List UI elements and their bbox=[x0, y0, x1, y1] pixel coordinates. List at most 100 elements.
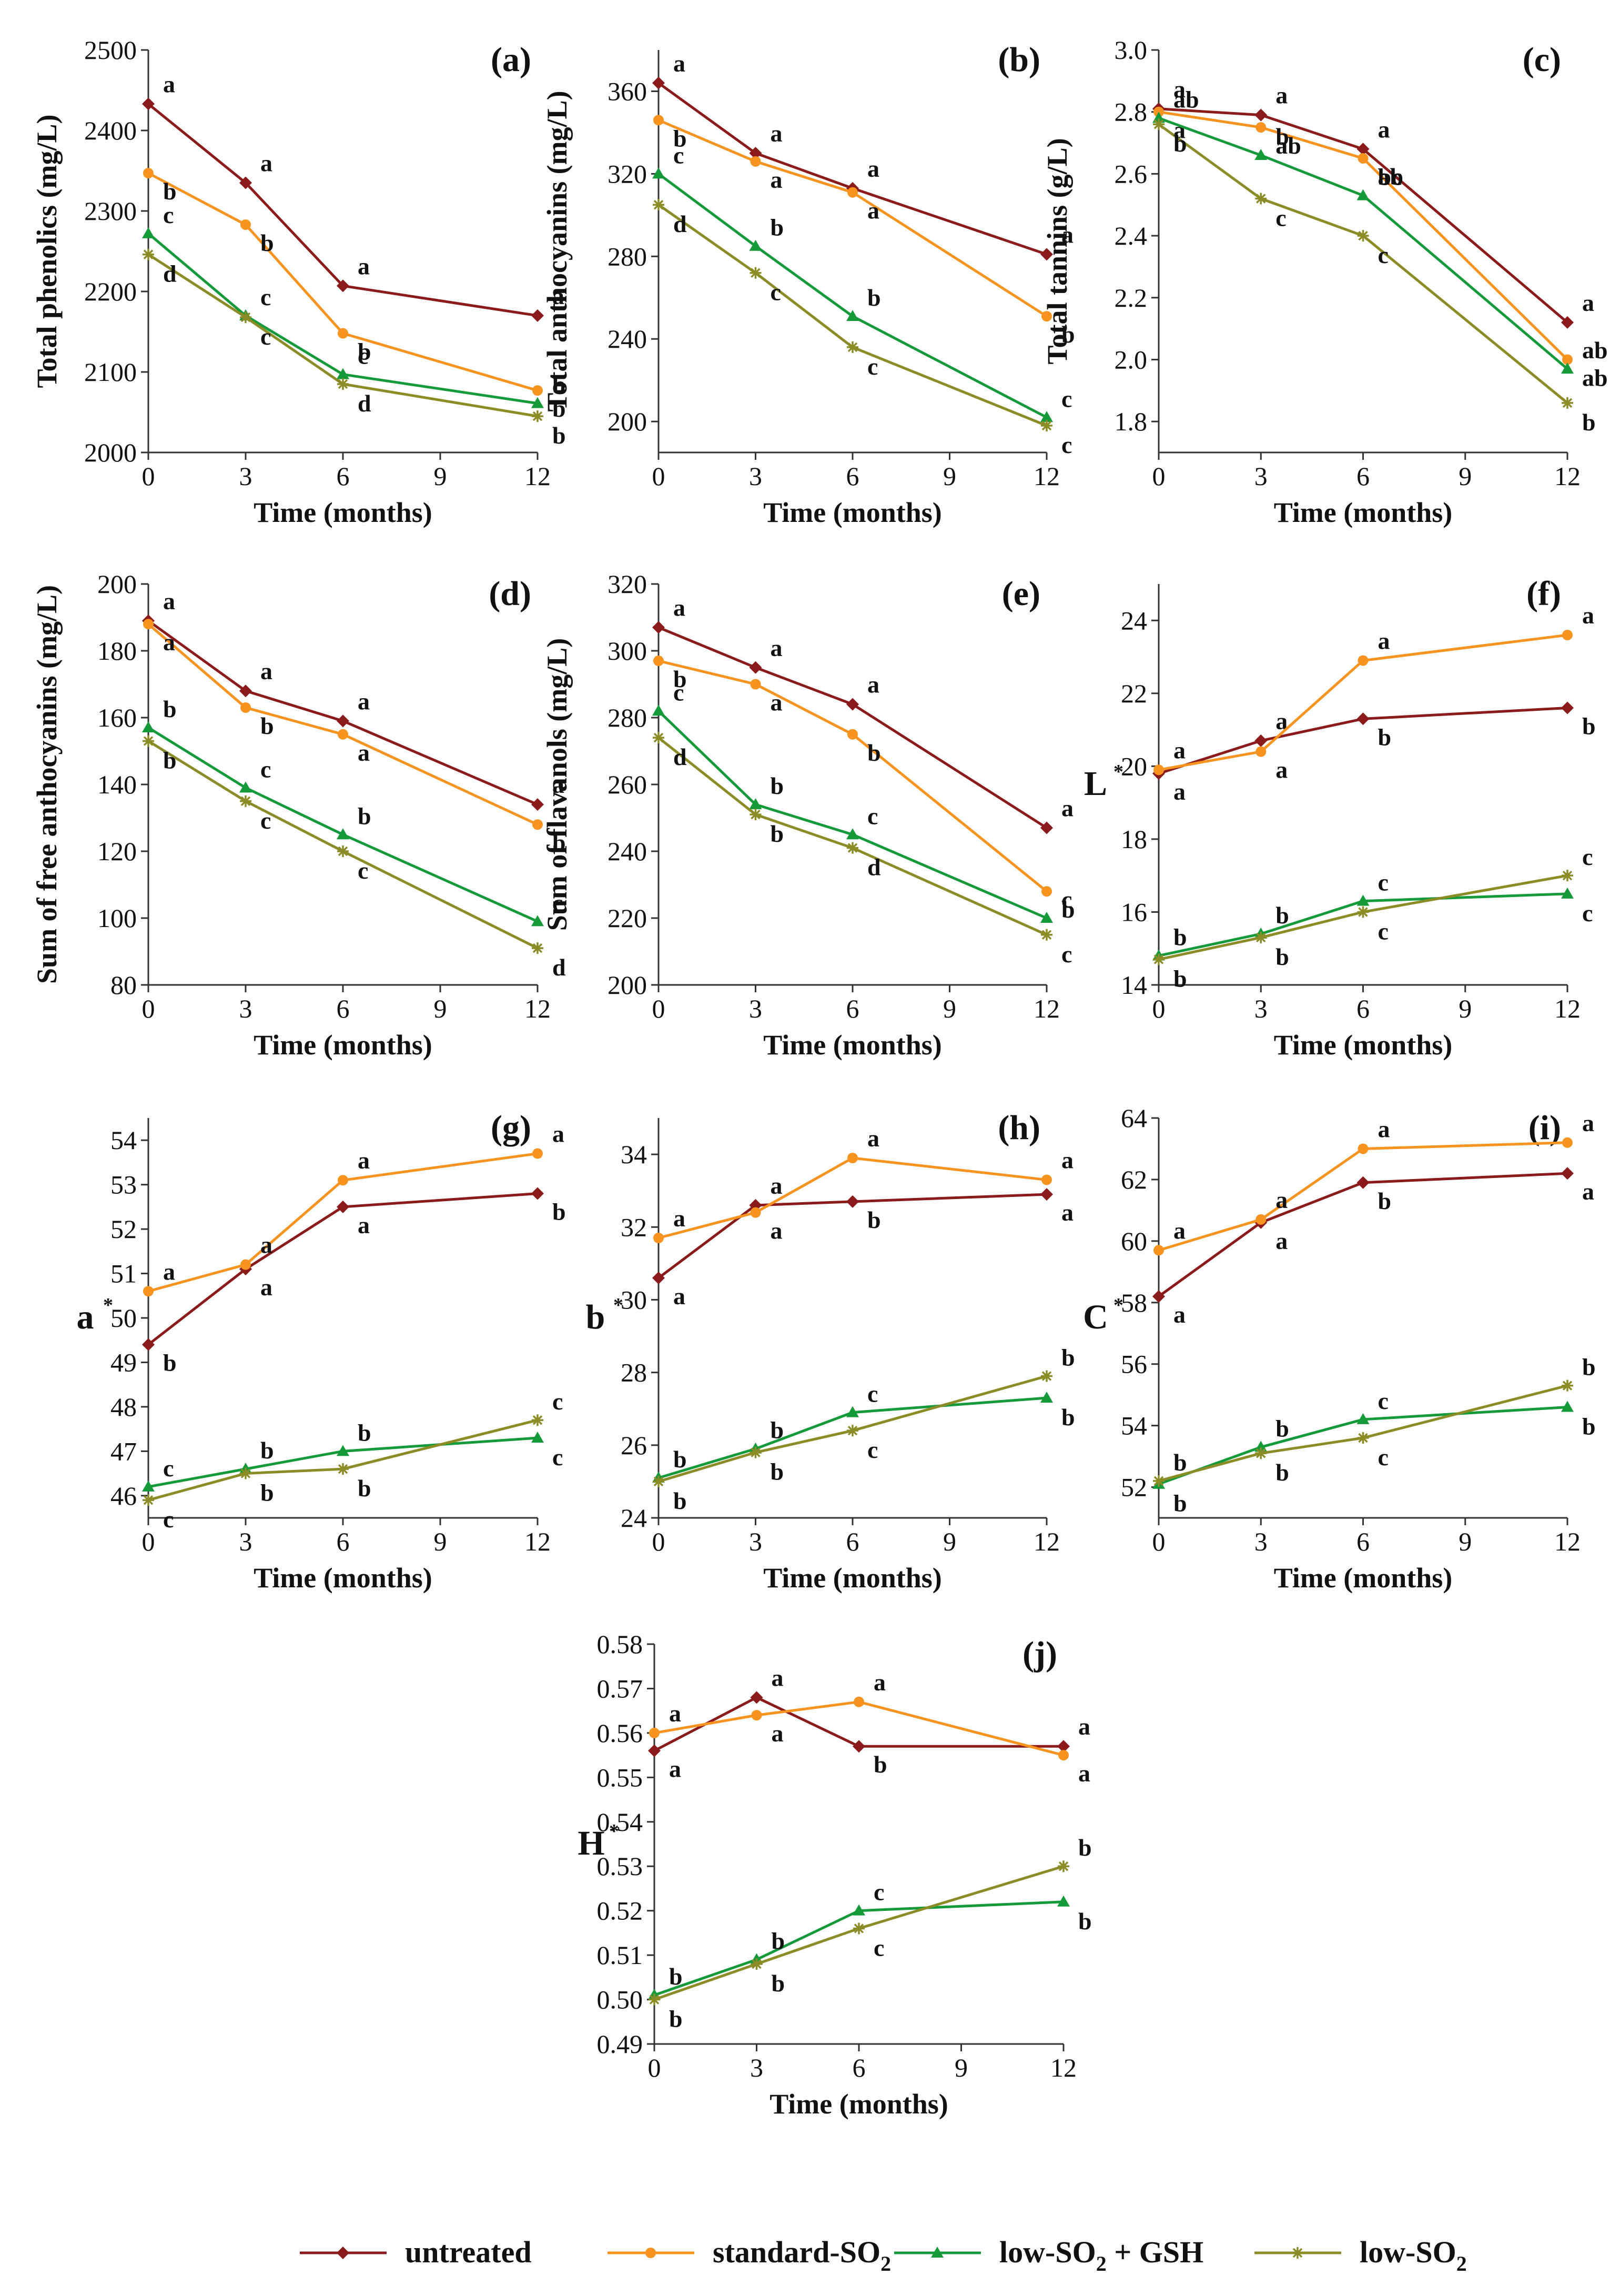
y-axis-label: Sum of flavanols (mg/L) bbox=[541, 638, 573, 931]
significance-letter: a bbox=[1275, 708, 1288, 734]
series-line bbox=[658, 1375, 1047, 1483]
x-tick-label: 6 bbox=[853, 2053, 866, 2082]
significance-letter: a bbox=[1275, 1186, 1288, 1213]
series-line bbox=[658, 1396, 1047, 1479]
legend-label: low-SO2 + GSH bbox=[999, 2235, 1203, 2275]
legend-label: untreated bbox=[405, 2235, 532, 2269]
significance-letter: a bbox=[1061, 221, 1074, 248]
data-point bbox=[1358, 1143, 1369, 1154]
data-point bbox=[750, 267, 762, 279]
significance-letter: ab bbox=[1275, 132, 1301, 159]
significance-letter: b bbox=[867, 1206, 881, 1233]
significance-letter: a bbox=[260, 1274, 272, 1301]
y-tick-label: 14 bbox=[1121, 970, 1147, 1000]
significance-letter: c bbox=[163, 1455, 174, 1482]
x-axis-label: Time (months) bbox=[1274, 497, 1453, 528]
data-point bbox=[652, 76, 665, 89]
data-point bbox=[653, 115, 664, 126]
significance-letter: c bbox=[874, 1879, 884, 1906]
y-tick-label: 26 bbox=[621, 1431, 647, 1460]
x-tick-label: 12 bbox=[1554, 994, 1581, 1023]
significance-letter: a bbox=[1582, 1110, 1594, 1136]
data-point bbox=[652, 1272, 665, 1284]
data-point bbox=[337, 845, 349, 857]
x-tick-label: 0 bbox=[652, 461, 665, 491]
data-point bbox=[1057, 1895, 1070, 1907]
legend-marker bbox=[931, 2247, 944, 2258]
significance-letter: b bbox=[771, 214, 784, 241]
significance-letter: ab bbox=[1173, 86, 1199, 113]
series-line bbox=[148, 1152, 538, 1293]
series-standard-so2: a a a a bbox=[143, 1121, 564, 1297]
y-axis-label: Total phenolics (mg/L) bbox=[31, 114, 63, 388]
data-point bbox=[750, 1446, 762, 1458]
series-line bbox=[657, 737, 1048, 936]
series-low-so2: cb bc bbox=[143, 1388, 563, 1533]
x-tick-label: 0 bbox=[1152, 1527, 1166, 1556]
data-point bbox=[1255, 931, 1267, 943]
significance-letter: b bbox=[358, 338, 371, 365]
panel-label: (d) bbox=[489, 575, 531, 613]
data-point bbox=[142, 721, 155, 733]
data-point bbox=[847, 187, 858, 198]
x-tick-label: 3 bbox=[239, 1527, 252, 1556]
x-tick-label: 3 bbox=[749, 461, 762, 491]
significance-letter: c bbox=[163, 1506, 174, 1533]
significance-letter: b bbox=[1582, 1413, 1596, 1440]
x-tick-label: 0 bbox=[142, 1527, 155, 1556]
significance-letter: c bbox=[1061, 385, 1072, 412]
x-tick-label: 6 bbox=[337, 461, 350, 491]
data-point bbox=[239, 781, 252, 793]
x-tick-label: 0 bbox=[1152, 994, 1166, 1023]
x-axis-label: Time (months) bbox=[763, 1562, 942, 1594]
x-tick-label: 9 bbox=[943, 461, 956, 491]
significance-letter: b bbox=[772, 1928, 785, 1955]
data-point bbox=[1562, 629, 1573, 640]
panel-label: (f) bbox=[1526, 575, 1561, 613]
x-axis-label: Time (months) bbox=[763, 497, 942, 528]
significance-letter: a bbox=[1061, 1146, 1074, 1173]
data-point bbox=[1153, 118, 1165, 130]
legend-label-suffix: + GSH bbox=[1107, 2235, 1204, 2269]
significance-letter: a bbox=[358, 1147, 370, 1174]
x-tick-label: 6 bbox=[846, 994, 859, 1023]
significance-letter: a bbox=[673, 595, 685, 621]
y-axis-label: a bbox=[77, 1298, 94, 1336]
data-point bbox=[853, 1740, 865, 1753]
significance-letter: c bbox=[552, 889, 563, 916]
data-point bbox=[749, 147, 762, 160]
significance-letter: c bbox=[1061, 886, 1072, 913]
x-tick-label: 9 bbox=[943, 1527, 956, 1556]
y-axis-label: H bbox=[578, 1824, 604, 1862]
data-point bbox=[531, 309, 544, 322]
significance-letter: b bbox=[771, 1417, 784, 1444]
data-point bbox=[531, 915, 544, 927]
data-point bbox=[1561, 887, 1574, 899]
data-point bbox=[240, 1467, 251, 1479]
significance-letter: b bbox=[1582, 1354, 1596, 1381]
data-point bbox=[240, 1259, 251, 1270]
significance-letter: a bbox=[771, 166, 783, 193]
y-tick-label: 100 bbox=[97, 903, 137, 933]
y-tick-label: 2400 bbox=[84, 116, 137, 145]
series-line bbox=[654, 1900, 1064, 1997]
significance-letter: c bbox=[260, 756, 271, 782]
y-axis-label-group: a * bbox=[77, 1294, 114, 1336]
significance-letter: a bbox=[772, 1664, 784, 1691]
x-tick-label: 3 bbox=[239, 461, 252, 491]
y-tick-label: 28 bbox=[621, 1358, 647, 1387]
legend-label-subscript: 2 bbox=[880, 2252, 891, 2275]
significance-letter: a bbox=[1582, 1178, 1594, 1205]
y-tick-label: 64 bbox=[1121, 1103, 1147, 1133]
panel-a: 0 3 6 9 12 2000 2100 2200 2300 2400 2500 Time (mont… bbox=[31, 35, 566, 528]
significance-letter: b bbox=[673, 1446, 687, 1473]
significance-letter: a bbox=[1582, 602, 1594, 629]
y-tick-label: 24 bbox=[621, 1503, 647, 1533]
y-axis-label-group: L * bbox=[1084, 761, 1123, 803]
